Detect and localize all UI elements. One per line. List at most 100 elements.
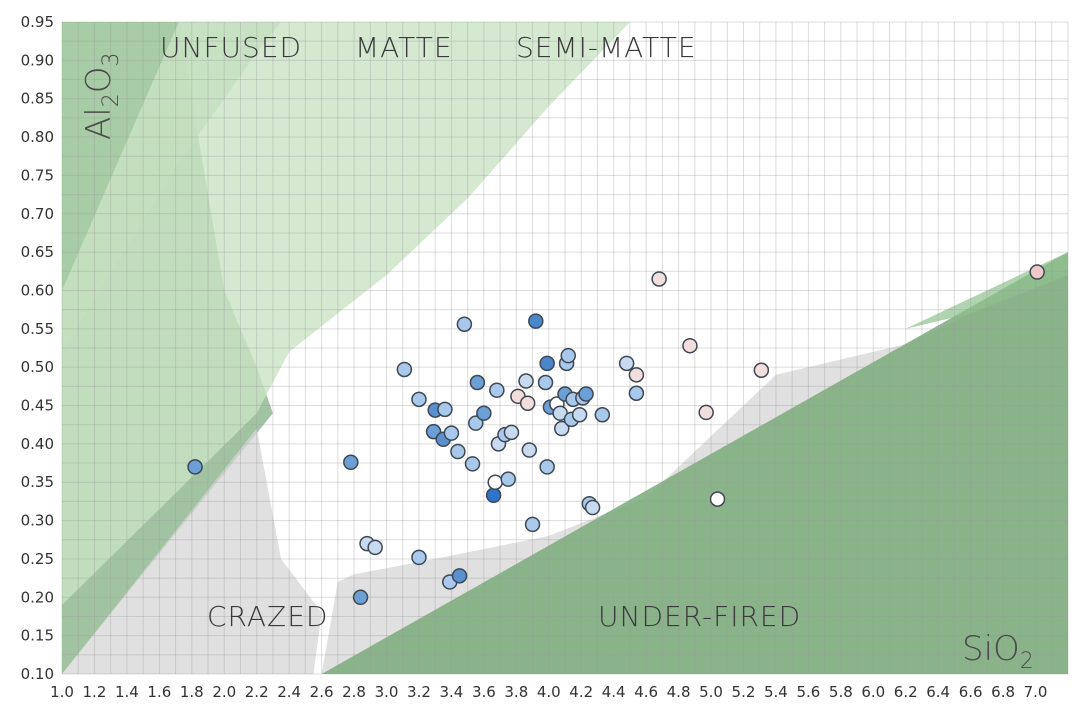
x-tick-label: 6.6 — [959, 683, 983, 701]
data-point — [518, 373, 534, 389]
data-point — [618, 355, 635, 372]
data-point — [489, 382, 505, 398]
y-tick-label: 0.50 — [21, 358, 54, 376]
data-point — [352, 589, 369, 606]
y-tick-label: 0.40 — [21, 435, 54, 453]
data-point — [487, 474, 503, 490]
region-under-fired — [321, 252, 1069, 674]
region-matte — [62, 22, 281, 352]
x-tick-label: 5.0 — [699, 683, 723, 701]
x-tick-label: 1.8 — [180, 683, 204, 701]
x-tick-label: 6.2 — [894, 683, 918, 701]
x-tick-label: 3.8 — [504, 683, 528, 701]
data-point — [485, 487, 502, 504]
x-tick-label: 5.2 — [732, 683, 756, 701]
data-point — [571, 406, 588, 423]
data-point — [456, 316, 473, 332]
x-axis-label-sub: 2 — [1020, 649, 1034, 674]
data-point — [443, 425, 460, 441]
x-tick-label: 5.6 — [796, 683, 820, 701]
data-point — [411, 391, 427, 408]
y-tick-label: 0.45 — [21, 397, 54, 415]
data-point — [437, 401, 453, 418]
y-axis-label: Al2O3 — [79, 53, 124, 140]
data-point — [709, 491, 726, 507]
data-point — [469, 374, 486, 391]
y-axis-label-sub2: 3 — [99, 53, 124, 67]
x-tick-label: 2.2 — [245, 683, 269, 701]
x-tick-label: 1.0 — [50, 683, 74, 701]
x-tick-label: 2.0 — [212, 683, 236, 701]
y-tick-label: 0.20 — [21, 588, 54, 606]
data-point — [651, 271, 667, 287]
y-tick-label: 0.30 — [21, 512, 54, 530]
region-label-semi-matte: SEMI-MATTE — [516, 31, 697, 64]
data-point — [519, 395, 536, 411]
y-tick-label: 0.15 — [21, 627, 54, 645]
data-point — [1029, 264, 1045, 280]
data-point — [554, 420, 570, 437]
data-point — [528, 313, 544, 329]
x-tick-label: 1.6 — [147, 683, 171, 701]
chart-regions — [62, 22, 1069, 674]
y-axis-label-mid: O — [79, 67, 119, 94]
y-tick-label: 0.85 — [21, 90, 54, 108]
data-point — [560, 347, 576, 364]
data-point — [539, 459, 555, 475]
x-tick-label: 6.8 — [991, 683, 1015, 701]
x-tick-label: 3.2 — [407, 683, 431, 701]
y-tick-label: 0.90 — [21, 51, 54, 69]
x-tick-label: 7.0 — [1024, 683, 1048, 701]
y-tick-label: 0.95 — [21, 13, 54, 31]
x-tick-label: 6.0 — [861, 683, 885, 701]
x-tick-label: 3.4 — [439, 683, 463, 701]
data-point — [524, 516, 541, 533]
data-point — [682, 337, 698, 354]
region-under-fired-top — [905, 252, 1068, 329]
x-tick-label: 2.6 — [310, 683, 334, 701]
region-label-unfused: UNFUSED — [160, 31, 302, 64]
data-point — [450, 443, 466, 460]
x-axis-label: SiO2 — [962, 629, 1034, 674]
data-point — [698, 404, 714, 421]
data-point — [500, 471, 516, 487]
x-tick-label: 6.4 — [926, 683, 950, 701]
data-point — [628, 385, 645, 402]
data-point — [578, 386, 594, 402]
region-label-matte: MATTE — [355, 31, 453, 64]
region-label-crazed: CRAZED — [207, 600, 328, 633]
y-tick-label: 0.65 — [21, 243, 54, 261]
x-tick-label: 4.8 — [667, 683, 691, 701]
data-point — [503, 424, 520, 441]
data-point — [367, 539, 383, 556]
data-point — [594, 406, 611, 423]
y-tick-label: 0.60 — [21, 281, 54, 299]
y-axis-label-main: Al — [79, 107, 119, 140]
data-point — [539, 355, 555, 372]
data-point — [187, 459, 203, 475]
x-tick-label: 4.6 — [634, 683, 658, 701]
x-tick-label: 2.4 — [277, 683, 301, 701]
x-tick-label: 4.2 — [569, 683, 593, 701]
x-tick-label: 1.2 — [83, 683, 107, 701]
data-point — [411, 549, 427, 566]
data-point — [464, 456, 481, 472]
x-axis-ticks: 1.0 1.2 1.4 1.6 1.8 2.0 2.2 2.4 2.6 2.8 3.0 3.2 3.4 3… — [50, 683, 1047, 701]
data-point — [396, 361, 413, 378]
region-label-under-fired: UNDER-FIRED — [598, 600, 801, 633]
x-tick-label: 1.4 — [115, 683, 139, 701]
y-tick-label: 0.75 — [21, 166, 54, 184]
data-point — [468, 415, 484, 431]
y-tick-label: 0.25 — [21, 550, 54, 568]
data-point — [753, 362, 770, 378]
x-tick-label: 5.4 — [764, 683, 788, 701]
y-axis-ticks: 0.10 0.15 0.20 0.25 0.30 0.35 0.40 0.45 0.50 0.55… — [21, 13, 54, 683]
data-point — [476, 405, 492, 421]
region-semi-matte — [62, 22, 630, 674]
y-tick-label: 0.10 — [21, 665, 54, 683]
x-tick-label: 3.0 — [375, 683, 399, 701]
data-point — [628, 367, 645, 383]
y-tick-label: 0.70 — [21, 205, 54, 223]
x-tick-label: 2.8 — [342, 683, 366, 701]
